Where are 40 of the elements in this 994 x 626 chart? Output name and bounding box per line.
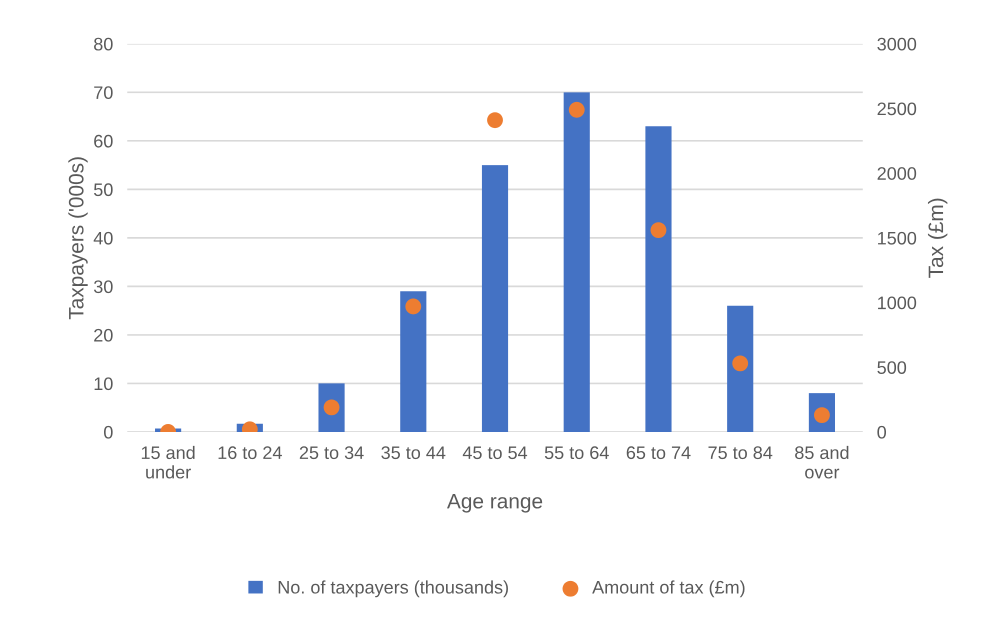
- legend-label: No. of taxpayers (thousands): [278, 580, 508, 598]
- x-tick-label: 55 to 64: [544, 446, 609, 460]
- bar: [645, 126, 672, 432]
- x-axis-title: Age range: [446, 494, 542, 513]
- bar: [564, 92, 590, 432]
- y-tick-label: 10: [94, 377, 113, 390]
- x-tick-label: 35 to 44: [381, 446, 446, 460]
- y2-tick-label: 1000: [878, 296, 916, 310]
- x-tick-label: 15 and under: [142, 446, 195, 479]
- y2-tick-label: 2000: [878, 167, 916, 180]
- y2-tick-label: 500: [877, 361, 906, 374]
- point: [650, 222, 666, 238]
- y-tick-label: 0: [104, 426, 113, 439]
- x-tick-label: 75 to 84: [708, 446, 772, 460]
- y2-tick-label: 0: [877, 426, 886, 439]
- y-tick-label: 60: [94, 134, 113, 148]
- y2-axis-title: Tax (£m): [928, 198, 948, 278]
- x-tick-label: 65 to 74: [626, 446, 691, 460]
- y2-tick-label: 2500: [878, 102, 916, 116]
- x-tick-label: 16 to 24: [218, 446, 282, 460]
- y-tick-label: 40: [94, 232, 113, 245]
- point: [568, 102, 585, 118]
- y-tick-label: 20: [94, 328, 113, 342]
- point: [487, 112, 503, 128]
- bar: [482, 165, 508, 432]
- y2-tick-label: 3000: [877, 38, 916, 51]
- bar: [727, 306, 754, 432]
- legend-label: Amount of tax (£m): [592, 580, 745, 598]
- y2-tick-label: 1500: [878, 232, 916, 245]
- x-tick-label: 25 to 34: [300, 446, 364, 460]
- x-tick-label: 45 to 54: [462, 446, 528, 460]
- y-tick-label: 70: [94, 86, 113, 100]
- y-tick-label: 50: [94, 183, 113, 196]
- y-axis-title: Taxpayers ('000s): [68, 157, 88, 320]
- y-tick-label: 30: [94, 280, 113, 294]
- x-tick-label: 85 and over: [795, 446, 848, 479]
- point: [732, 355, 748, 372]
- point: [405, 298, 422, 314]
- bar: [400, 291, 426, 432]
- y-tick-label: 80: [94, 38, 113, 51]
